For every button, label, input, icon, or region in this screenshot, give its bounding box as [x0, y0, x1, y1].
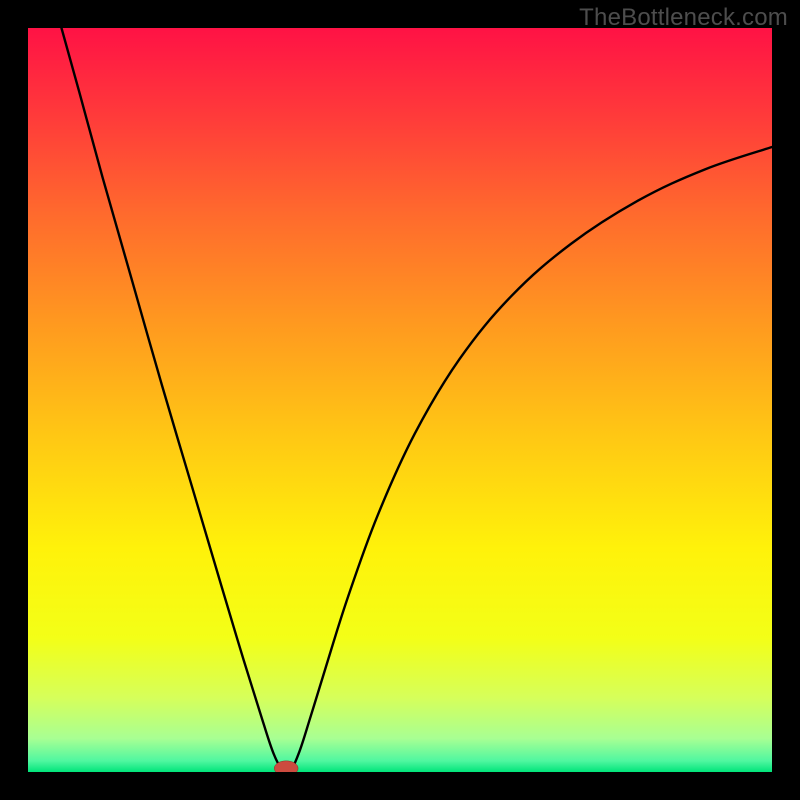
gradient-background — [28, 28, 772, 772]
outer-frame: TheBottleneck.com — [0, 0, 800, 800]
chart-svg — [28, 28, 772, 772]
watermark-text: TheBottleneck.com — [579, 4, 788, 32]
